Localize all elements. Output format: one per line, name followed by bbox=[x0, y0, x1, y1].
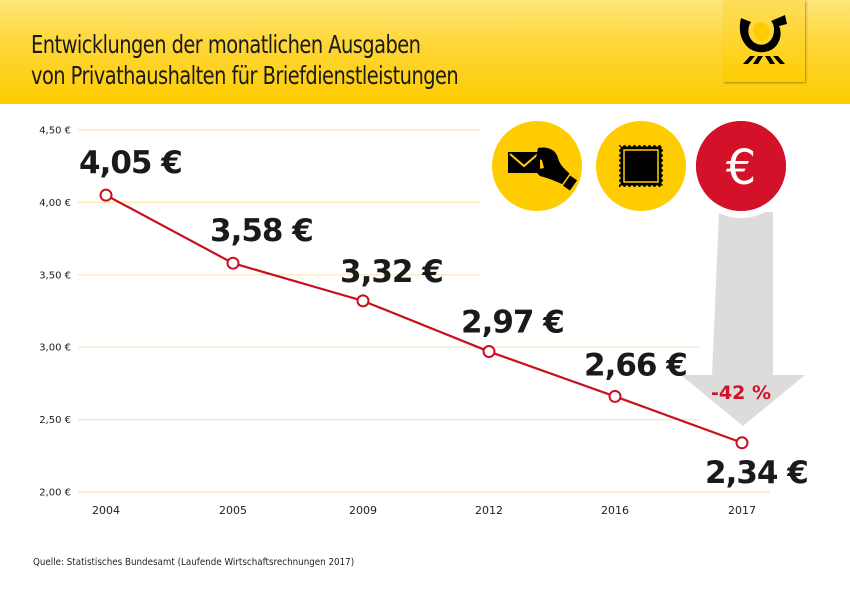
y-tick-label: 4,00 € bbox=[39, 198, 71, 209]
stamp-perforation bbox=[640, 143, 644, 147]
data-label: 2,34 € bbox=[705, 455, 808, 491]
x-tick-label: 2012 bbox=[475, 504, 503, 517]
data-label: 4,05 € bbox=[79, 145, 182, 181]
y-tick-label: 4,50 € bbox=[39, 126, 71, 137]
stamp-perforation bbox=[661, 181, 665, 185]
chart-title: Entwicklungen der monatlichen Ausgaben v… bbox=[31, 29, 516, 91]
y-tick-label: 3,50 € bbox=[39, 270, 71, 281]
change-percent-label: -42 % bbox=[711, 382, 771, 404]
stamp-perforation bbox=[625, 143, 629, 147]
y-tick-label: 2,00 € bbox=[39, 488, 71, 499]
stamp-perforation bbox=[661, 171, 665, 175]
hand-letter-icon bbox=[492, 121, 582, 211]
data-label: 3,32 € bbox=[340, 254, 443, 290]
x-tick-label: 2009 bbox=[349, 504, 377, 517]
y-axis-ticks: 2,00 € 2,50 € 3,00 € 3,50 € 4,00 € 4,50 € bbox=[39, 126, 71, 499]
stamp-perforation bbox=[625, 185, 629, 189]
stamp-perforation bbox=[661, 176, 665, 180]
stamp-perforation bbox=[617, 151, 621, 155]
x-axis-ticks: 2004 2005 2009 2012 2016 2017 bbox=[92, 504, 756, 517]
source-note: Quelle: Statistisches Bundesamt (Laufend… bbox=[33, 557, 355, 568]
stamp-perforation bbox=[661, 161, 665, 165]
data-point bbox=[608, 389, 622, 403]
data-labels: 4,05 € 3,58 € 3,32 € 2,97 € 2,66 € 2,34 € bbox=[79, 145, 809, 491]
title-line-1: Entwicklungen der monatlichen Ausgaben bbox=[31, 30, 421, 59]
stamp-perforation bbox=[620, 143, 624, 147]
x-tick-label: 2004 bbox=[92, 504, 120, 517]
x-tick-label: 2016 bbox=[601, 504, 629, 517]
stamp-perforation bbox=[661, 151, 665, 155]
deutsche-post-logo bbox=[723, 0, 805, 82]
stamp-perforation bbox=[617, 156, 621, 160]
data-point bbox=[735, 436, 749, 450]
stamp-perforation bbox=[650, 185, 654, 189]
data-point bbox=[356, 294, 370, 308]
stamp-perforation bbox=[655, 185, 659, 189]
data-label: 2,97 € bbox=[461, 305, 564, 341]
stamp-perforation bbox=[617, 161, 621, 165]
gridlines bbox=[78, 129, 770, 493]
x-tick-label: 2005 bbox=[219, 504, 247, 517]
series-line bbox=[105, 194, 743, 444]
stamp-icon bbox=[596, 121, 686, 211]
data-point bbox=[99, 188, 113, 202]
data-point bbox=[226, 256, 240, 270]
stamp-perforation bbox=[655, 143, 659, 147]
data-series bbox=[99, 188, 749, 450]
title-line-2: von Privathaushalten für Briefdienstleis… bbox=[31, 61, 459, 90]
x-tick-label: 2017 bbox=[728, 504, 756, 517]
stamp-perforation bbox=[661, 156, 665, 160]
data-label: 2,66 € bbox=[584, 347, 687, 383]
stamp-perforation bbox=[640, 185, 644, 189]
data-point bbox=[482, 345, 496, 359]
stamp-perforation bbox=[617, 181, 621, 185]
stamp-perforation bbox=[635, 185, 639, 189]
stamp-perforation bbox=[635, 143, 639, 147]
stamp-perforation bbox=[617, 166, 621, 170]
header-banner: Entwicklungen der monatlichen Ausgaben v… bbox=[0, 0, 850, 104]
stamp-perforation bbox=[660, 143, 664, 147]
stamp-perforation bbox=[661, 166, 665, 170]
stamp-perforation bbox=[630, 185, 634, 189]
stamp-perforation bbox=[630, 143, 634, 147]
euro-glyph: € bbox=[726, 140, 757, 196]
stamp-perforation bbox=[620, 185, 624, 189]
y-tick-label: 2,50 € bbox=[39, 415, 71, 426]
stamp-perforation bbox=[661, 146, 665, 150]
stamp-perforation bbox=[660, 185, 664, 189]
y-tick-label: 3,00 € bbox=[39, 343, 71, 354]
stamp-perforation bbox=[617, 146, 621, 150]
stamp-perforation bbox=[650, 143, 654, 147]
data-label: 3,58 € bbox=[210, 213, 313, 249]
stamp-perforation bbox=[617, 176, 621, 180]
posthorn-icon bbox=[739, 15, 787, 64]
down-arrow-icon: € bbox=[681, 114, 805, 426]
stamp-perforation bbox=[645, 143, 649, 147]
stamp-perforation bbox=[645, 185, 649, 189]
stamp-perforation bbox=[617, 171, 621, 175]
